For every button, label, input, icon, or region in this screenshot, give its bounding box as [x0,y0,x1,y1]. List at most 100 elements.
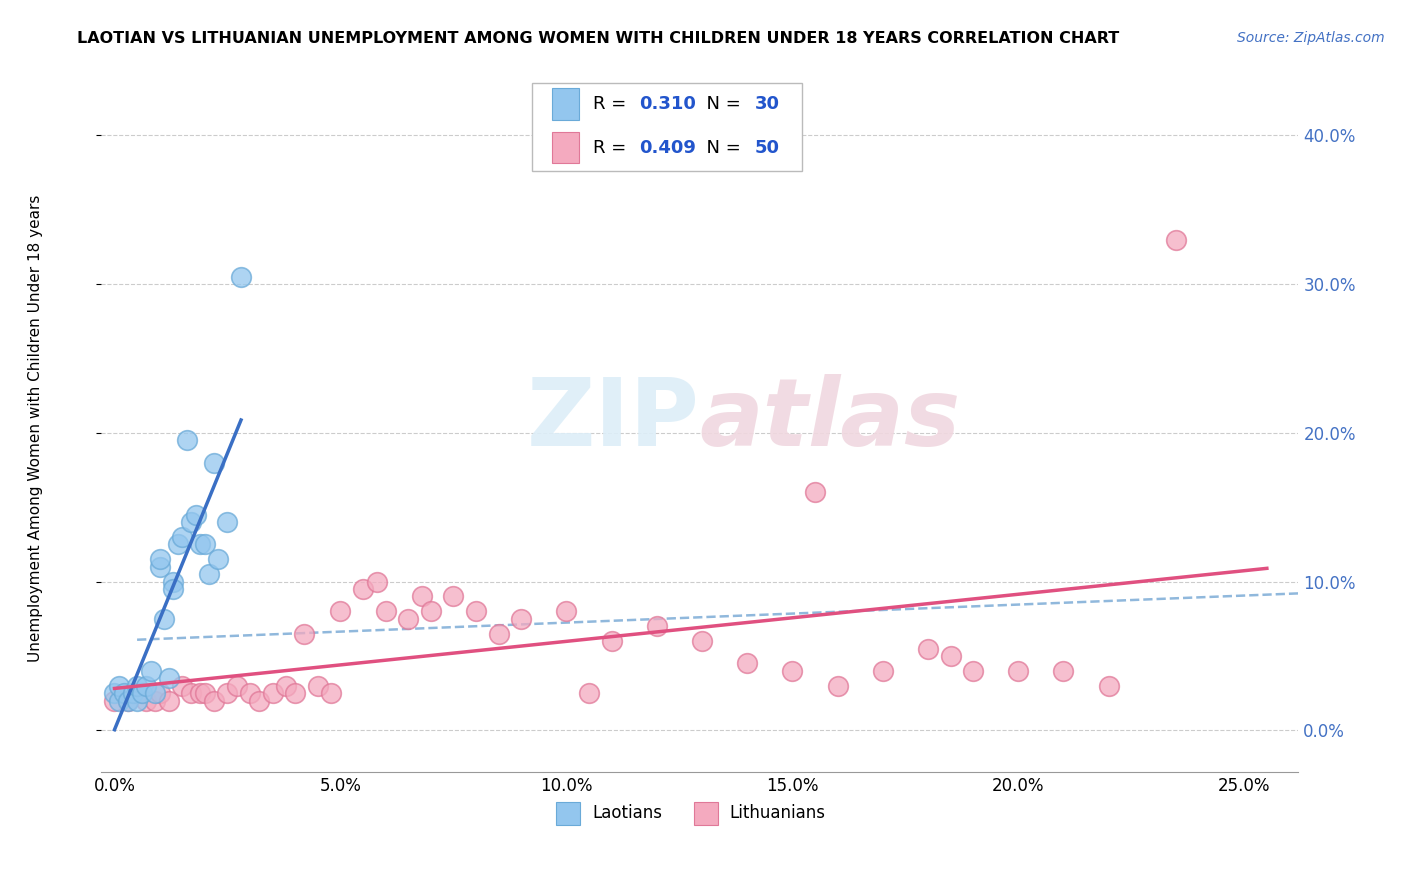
Point [292,626,315,640]
Point [352,582,374,596]
FancyBboxPatch shape [553,132,579,163]
Point [180,686,202,700]
Point [202,693,225,707]
Point [225,679,247,693]
Point [202,456,225,470]
Point [184,508,207,522]
FancyBboxPatch shape [553,88,579,120]
Point [276,679,298,693]
Point [321,686,343,700]
Point [135,693,157,707]
Point [125,693,148,707]
Text: 50: 50 [755,138,780,157]
Text: LAOTIAN VS LITHUANIAN UNEMPLOYMENT AMONG WOMEN WITH CHILDREN UNDER 18 YEARS CORR: LAOTIAN VS LITHUANIAN UNEMPLOYMENT AMONG… [77,31,1119,46]
Point [149,686,172,700]
Point [188,537,211,551]
Point [143,693,166,707]
Point [465,604,488,618]
Point [1007,664,1029,678]
Point [329,604,352,618]
Point [149,552,172,566]
Point [139,664,162,678]
Point [176,434,198,448]
Point [149,559,172,574]
Text: Source: ZipAtlas.com: Source: ZipAtlas.com [1237,31,1385,45]
Text: atlas: atlas [700,375,960,467]
Point [157,693,180,707]
Point [112,686,135,700]
Point [194,686,217,700]
Point [217,515,239,529]
Point [419,604,441,618]
Point [117,693,139,707]
Point [121,686,143,700]
Point [488,626,510,640]
Point [172,530,194,544]
Text: ZIP: ZIP [527,375,700,467]
Text: 0.409: 0.409 [638,138,696,157]
Text: R =: R = [593,138,633,157]
Point [217,686,239,700]
Point [125,679,148,693]
Text: 0.310: 0.310 [638,95,696,113]
Point [180,515,202,529]
Point [917,641,939,656]
Point [690,634,713,648]
Point [782,664,804,678]
Point [262,686,284,700]
Point [117,693,139,707]
Point [284,686,307,700]
Point [239,686,262,700]
Point [135,679,157,693]
FancyBboxPatch shape [531,83,801,170]
Point [441,590,464,604]
Point [555,604,578,618]
Point [872,664,894,678]
Point [600,634,623,648]
Point [645,619,668,633]
Point [162,574,184,589]
Point [962,664,984,678]
Point [247,693,270,707]
Point [153,612,176,626]
Point [735,657,758,671]
Point [172,679,194,693]
Point [1052,664,1074,678]
Point [157,671,180,685]
Point [827,679,849,693]
Point [188,686,211,700]
Point [411,590,433,604]
Text: Lithuanians: Lithuanians [730,805,825,822]
Point [510,612,533,626]
Point [125,686,148,700]
Point [229,269,252,284]
Point [939,648,962,663]
Point [166,537,188,551]
Point [143,686,166,700]
Point [1098,679,1121,693]
Text: R =: R = [593,95,633,113]
Text: N =: N = [695,95,747,113]
Point [207,552,229,566]
Point [366,574,388,589]
FancyBboxPatch shape [693,802,717,825]
Text: 30: 30 [755,95,780,113]
Point [108,679,131,693]
Point [198,567,221,582]
Point [162,582,184,596]
Point [396,612,419,626]
Point [131,686,153,700]
Point [307,679,329,693]
Point [103,686,125,700]
Point [194,537,217,551]
Text: Unemployment Among Women with Children Under 18 years: Unemployment Among Women with Children U… [28,194,42,662]
Point [804,485,827,500]
Point [1166,233,1188,247]
Point [103,693,125,707]
Point [374,604,396,618]
FancyBboxPatch shape [555,802,579,825]
Point [108,693,131,707]
Text: N =: N = [695,138,747,157]
Point [578,686,600,700]
Text: Laotians: Laotians [592,805,662,822]
